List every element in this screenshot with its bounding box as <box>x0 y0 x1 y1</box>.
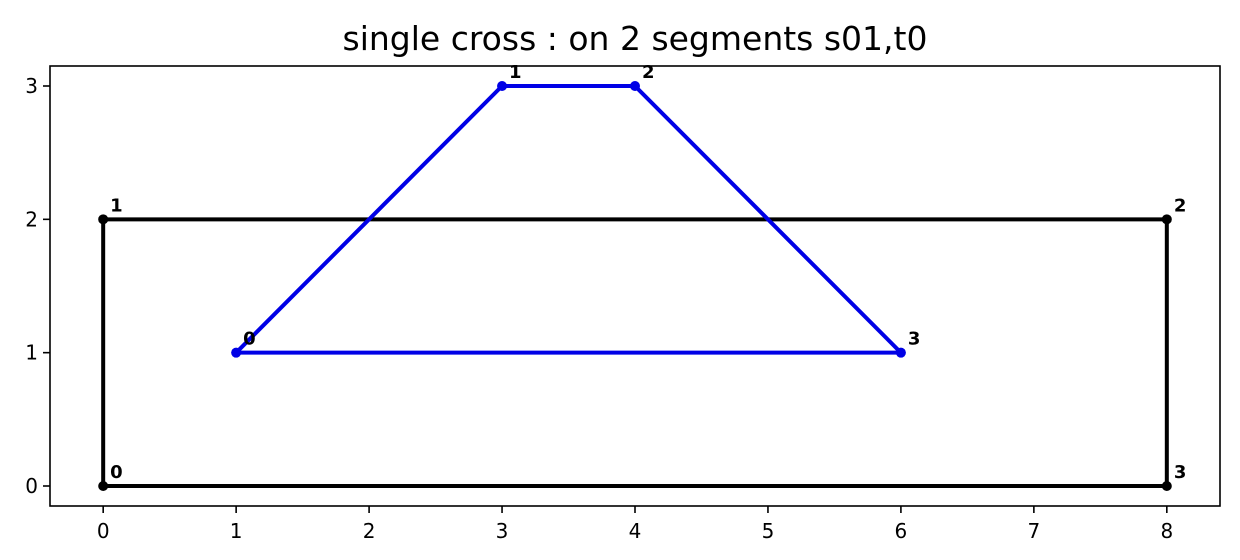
series-1-point <box>630 81 640 91</box>
x-tick-label: 5 <box>762 519 775 543</box>
series-0-point <box>1161 481 1172 491</box>
plot-frame <box>49 65 1221 507</box>
series-0-point <box>98 481 109 491</box>
series-0-point <box>1161 214 1172 225</box>
y-tick-label: 1 <box>25 341 38 365</box>
x-tick-label: 2 <box>363 519 376 543</box>
y-tick-label: 0 <box>25 474 38 498</box>
series-0-vertex-label: 3 <box>1174 462 1187 483</box>
plot-layer: 0 1 2 3 0 1 2 3 <box>98 62 1186 491</box>
x-axis: 0 1 2 3 4 5 6 7 8 <box>97 506 1173 543</box>
x-tick-label: 0 <box>97 519 110 543</box>
series-1-point <box>231 347 242 358</box>
series-1-vertex-label: 2 <box>642 62 655 83</box>
series-1-point <box>497 81 508 91</box>
x-tick-label: 4 <box>629 519 642 543</box>
series-0-vertex-label: 1 <box>110 195 123 216</box>
series-1-vertex-label: 0 <box>243 329 256 350</box>
series-0-vertex-label: 2 <box>1174 195 1187 216</box>
series-0-vertex-label: 0 <box>110 462 123 483</box>
y-axis: 0 1 2 3 <box>25 74 50 498</box>
x-tick-label: 6 <box>895 519 908 543</box>
x-tick-label: 1 <box>230 519 243 543</box>
x-tick-label: 7 <box>1027 519 1040 543</box>
y-tick-label: 3 <box>25 74 38 98</box>
y-tick-label: 2 <box>25 207 38 231</box>
x-tick-label: 8 <box>1160 519 1173 543</box>
series-1-vertex-label: 3 <box>908 329 921 350</box>
series-1-point <box>895 347 906 358</box>
chart-title: single cross : on 2 segments s01,t0 <box>343 19 928 58</box>
x-tick-label: 3 <box>496 519 509 543</box>
series-1-vertex-label: 1 <box>509 62 522 83</box>
series-0-point <box>98 214 109 225</box>
